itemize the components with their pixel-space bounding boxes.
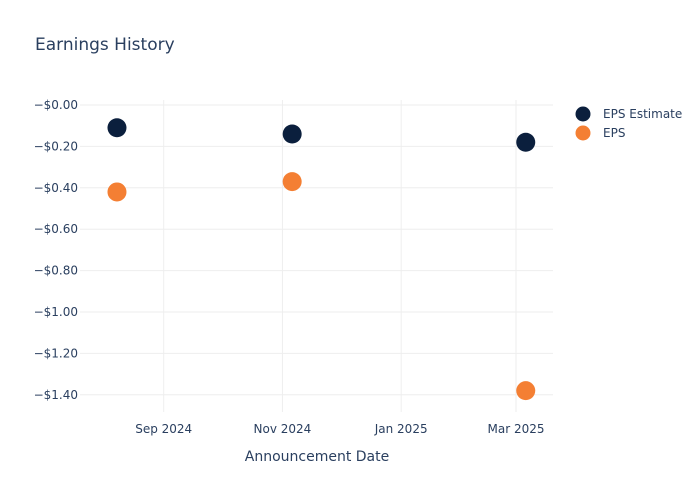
legend-marker xyxy=(575,106,591,122)
y-axis-ticks: −$0.00 −$0.20 −$0.40 −$0.60 −$0.80 −$1.00 −$1.… xyxy=(34,98,78,402)
x-tick-label: Sep 2024 xyxy=(135,422,192,436)
y-tick-label: −$0.80 xyxy=(34,264,78,278)
y-tick-label: −$0.60 xyxy=(34,222,78,236)
legend-label: EPS Estimate xyxy=(603,107,682,121)
legend-label: EPS xyxy=(603,126,625,140)
legend-marker xyxy=(575,125,591,141)
x-axis-title: Announcement Date xyxy=(245,449,389,465)
eps-estimate-point[interactable] xyxy=(282,124,302,144)
y-tick-label: −$1.40 xyxy=(34,388,78,402)
x-tick-label: Jan 2025 xyxy=(374,422,428,436)
legend[interactable]: EPS Estimate EPS xyxy=(575,106,683,141)
eps-estimate-point[interactable] xyxy=(516,132,536,152)
y-tick-label: −$0.20 xyxy=(34,139,78,153)
legend-item[interactable]: EPS xyxy=(575,125,626,141)
x-tick-label: Mar 2025 xyxy=(488,422,545,436)
y-tick-label: −$1.00 xyxy=(34,305,78,319)
data-points xyxy=(107,118,536,401)
eps-estimate-point[interactable] xyxy=(107,118,127,138)
eps-point[interactable] xyxy=(516,381,536,401)
legend-item[interactable]: EPS Estimate xyxy=(575,106,683,122)
y-tick-label: −$1.20 xyxy=(34,346,78,360)
y-tick-label: −$0.40 xyxy=(34,181,78,195)
y-tick-label: −$0.00 xyxy=(34,98,78,112)
x-axis-ticks: Sep 2024 Nov 2024 Jan 2025 Mar 2025 xyxy=(135,422,544,436)
eps-point[interactable] xyxy=(107,182,127,202)
x-tick-label: Nov 2024 xyxy=(254,422,312,436)
grid-lines xyxy=(80,100,553,412)
chart-title: Earnings History xyxy=(35,35,175,55)
eps-point[interactable] xyxy=(282,172,302,192)
